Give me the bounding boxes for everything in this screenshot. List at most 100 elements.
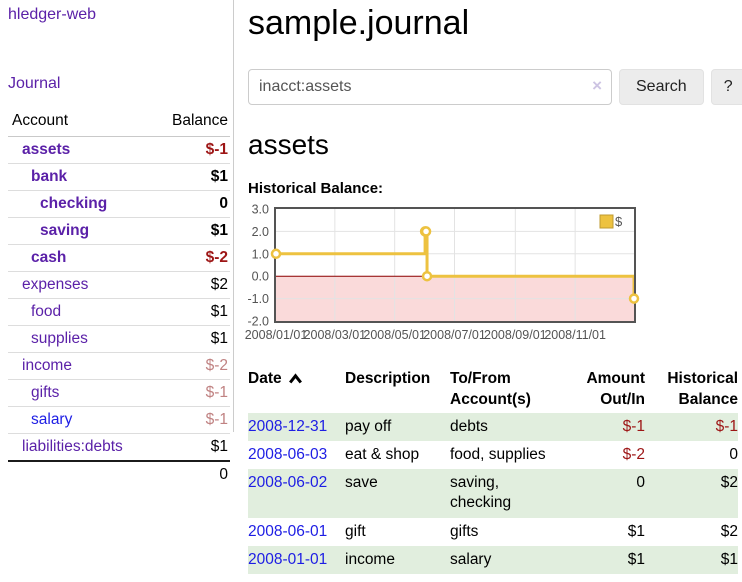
data-point	[270, 248, 282, 260]
register-header-tofrom: To/From Account(s)	[450, 370, 531, 409]
chart-title: Historical Balance:	[248, 180, 384, 198]
account-balance: 0	[152, 190, 230, 218]
sidebar: hledger-web Journal Account Balance asse…	[8, 0, 230, 488]
search-form: × Search ?	[248, 69, 742, 106]
account-balance: $1	[152, 298, 230, 326]
account-link-food[interactable]: food	[31, 303, 62, 320]
x-tick-label: 2008/07/01	[423, 328, 486, 342]
account-row-assets: assets $-1	[8, 136, 230, 164]
transaction-date-link[interactable]: 2008-06-01	[248, 522, 328, 540]
transaction-balance: $2	[720, 474, 738, 492]
account-link-income[interactable]: income	[22, 357, 72, 374]
register-table: Date Description To/From Account(s) Amou…	[248, 367, 738, 574]
account-link-supplies[interactable]: supplies	[31, 330, 88, 347]
data-point	[421, 271, 433, 282]
historical-balance-chart: 3.0 2.0 1.0 0.0 -1.0 -2.02008/01/012008/03/01…	[245, 203, 640, 342]
account-row-checking: checking 0	[8, 190, 230, 218]
account-row-liabilities-debts: liabilities:debts $1	[8, 434, 230, 462]
account-row-income: income $-2	[8, 352, 230, 380]
account-link-salary[interactable]: salary	[31, 411, 73, 428]
accounts-header-balance: Balance	[152, 108, 230, 137]
search-input[interactable]	[248, 69, 612, 106]
account-balance: $2	[152, 271, 230, 299]
register-row: 2008-06-01 gift gifts $1 $2	[248, 518, 738, 546]
transaction-balance: 0	[729, 446, 738, 464]
account-balance: $1	[152, 325, 230, 353]
main-content: sample.journal × Search ? assets Histori…	[245, 0, 742, 574]
account-balance: $-1	[152, 136, 230, 164]
account-row-gifts: gifts $-1	[8, 379, 230, 407]
page-title: sample.journal	[248, 4, 470, 42]
legend-swatch	[599, 214, 614, 229]
transaction-amount: 0	[636, 474, 645, 492]
sort-ascending-icon	[288, 373, 302, 384]
y-tick-label: 3.0	[252, 203, 269, 217]
brand-link[interactable]: hledger-web	[8, 6, 97, 23]
search-box: ×	[248, 69, 612, 106]
transaction-description: pay off	[345, 417, 392, 435]
clear-search-icon[interactable]: ×	[592, 76, 602, 96]
help-button[interactable]: ?	[710, 69, 742, 106]
transaction-date-link[interactable]: 2008-01-01	[248, 550, 328, 568]
transaction-description: income	[345, 550, 395, 568]
account-balance: $-2	[152, 244, 230, 272]
transaction-accounts: gifts	[450, 522, 479, 540]
account-row-salary: salary $-1	[8, 406, 230, 434]
sidebar-divider	[233, 0, 234, 432]
transaction-description: eat & shop	[345, 446, 420, 464]
transaction-amount: $-2	[622, 446, 645, 464]
account-link-saving[interactable]: saving	[40, 222, 90, 239]
transaction-accounts: salary	[450, 550, 492, 568]
accounts-total-value: 0	[152, 460, 230, 488]
account-link-bank[interactable]: bank	[31, 168, 68, 185]
data-point	[628, 293, 640, 304]
search-button[interactable]: Search	[619, 69, 704, 106]
account-row-saving: saving $1	[8, 217, 230, 245]
y-tick-label: -2.0	[247, 315, 269, 329]
y-tick-label: -1.0	[247, 292, 269, 306]
account-balance: $1	[210, 438, 228, 455]
account-balance: $-2	[152, 352, 230, 380]
register-row: 2008-06-02 save saving, checking 0 $2	[248, 469, 738, 518]
plot-border	[274, 207, 636, 324]
transaction-date-link[interactable]: 2008-12-31	[248, 417, 328, 435]
account-heading: assets	[248, 129, 329, 161]
account-row-supplies: supplies $1	[8, 325, 230, 353]
account-link-assets[interactable]: assets	[22, 141, 71, 158]
account-row-bank: bank $1	[8, 163, 230, 191]
account-row-expenses: expenses $2	[8, 271, 230, 299]
x-tick-label: 2008/05/01	[363, 328, 426, 342]
register-header-date[interactable]: Date	[248, 367, 345, 413]
y-tick-label: 0.0	[252, 270, 269, 284]
account-link-gifts[interactable]: gifts	[31, 384, 60, 401]
transaction-accounts: food, supplies	[450, 446, 546, 464]
transaction-balance: $2	[720, 522, 738, 540]
y-tick-label: 1.0	[252, 247, 269, 261]
transaction-date-link[interactable]: 2008-06-02	[248, 474, 328, 492]
transaction-balance: $1	[720, 550, 738, 568]
data-point	[420, 226, 432, 237]
x-tick-label: 2008/11/01	[544, 328, 606, 342]
account-link-liabilities-debts[interactable]: liabilities:debts	[22, 438, 123, 455]
account-balance: $1	[152, 217, 230, 245]
transaction-balance: $-1	[715, 417, 738, 435]
legend-label: $	[615, 214, 623, 229]
register-header-amount: Amount Out/In	[586, 370, 645, 409]
transaction-accounts: saving, checking	[450, 474, 512, 512]
register-row: 2008-01-01 income salary $1 $1	[248, 545, 738, 574]
account-link-cash[interactable]: cash	[31, 249, 67, 266]
accounts-total-row: 0	[8, 460, 230, 488]
transaction-accounts: debts	[450, 417, 488, 435]
account-row-food: food $1	[8, 298, 230, 326]
register-header-balance: Historical Balance	[667, 370, 738, 409]
account-link-checking[interactable]: checking	[40, 195, 108, 212]
register-row: 2008-06-03 eat & shop food, supplies $-2…	[248, 441, 738, 469]
account-link-expenses[interactable]: expenses	[22, 276, 89, 293]
x-tick-label: 2008/01/01	[245, 328, 308, 342]
register-row: 2008-12-31 pay off debts $-1 $-1	[248, 412, 738, 442]
transaction-description: save	[345, 474, 378, 492]
transaction-date-link[interactable]: 2008-06-03	[248, 446, 328, 464]
account-row-cash: cash $-2	[8, 244, 230, 272]
y-tick-label: 2.0	[252, 225, 269, 239]
nav-journal-link[interactable]: Journal	[8, 75, 61, 92]
